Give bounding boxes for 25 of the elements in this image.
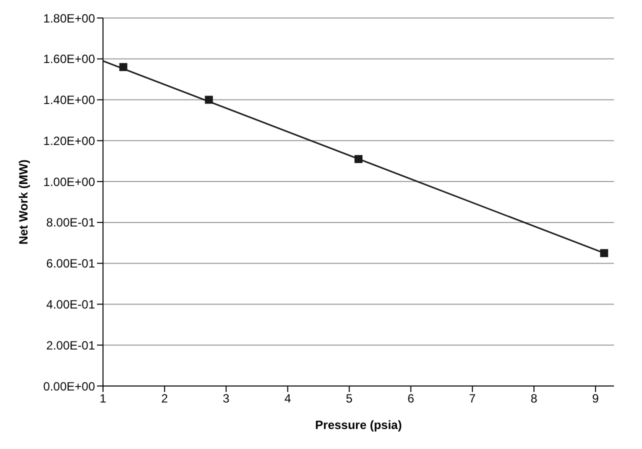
- y-tick-label: 4.00E-01: [46, 297, 96, 312]
- x-tick-label: 9: [592, 392, 600, 406]
- x-tick-label: 7: [469, 392, 476, 406]
- y-tick-label: 6.00E-01: [46, 256, 96, 271]
- y-tick-label: 1.00E+00: [43, 174, 96, 189]
- y-tick-label: 8.00E-01: [46, 216, 96, 230]
- x-tick-label: 4: [284, 392, 292, 406]
- point: [354, 155, 362, 164]
- x-tick-label: 2: [161, 392, 168, 406]
- y-tick-label: 1.60E+00: [43, 52, 96, 66]
- y-tick-label: 1.80E+00: [43, 11, 96, 26]
- y-axis-title: Net Work (MW): [16, 159, 30, 245]
- y-tick-label: 2.00E-01: [46, 338, 96, 352]
- point: [204, 96, 213, 104]
- y-tick-label: 1.20E+00: [43, 134, 96, 148]
- x-tick-label: 6: [407, 392, 414, 406]
- x-tick-label: 3: [222, 392, 230, 406]
- x-axis-title: Pressure (psia): [315, 418, 402, 432]
- point: [600, 249, 608, 258]
- y-tick-label: 0.00E+00: [43, 379, 96, 394]
- x-tick-label: 5: [346, 392, 353, 406]
- y-tick-label: 1.40E+00: [43, 93, 96, 108]
- x-tick-label: 8: [530, 392, 538, 406]
- x-tick-label: 1: [100, 392, 107, 406]
- point: [119, 63, 128, 72]
